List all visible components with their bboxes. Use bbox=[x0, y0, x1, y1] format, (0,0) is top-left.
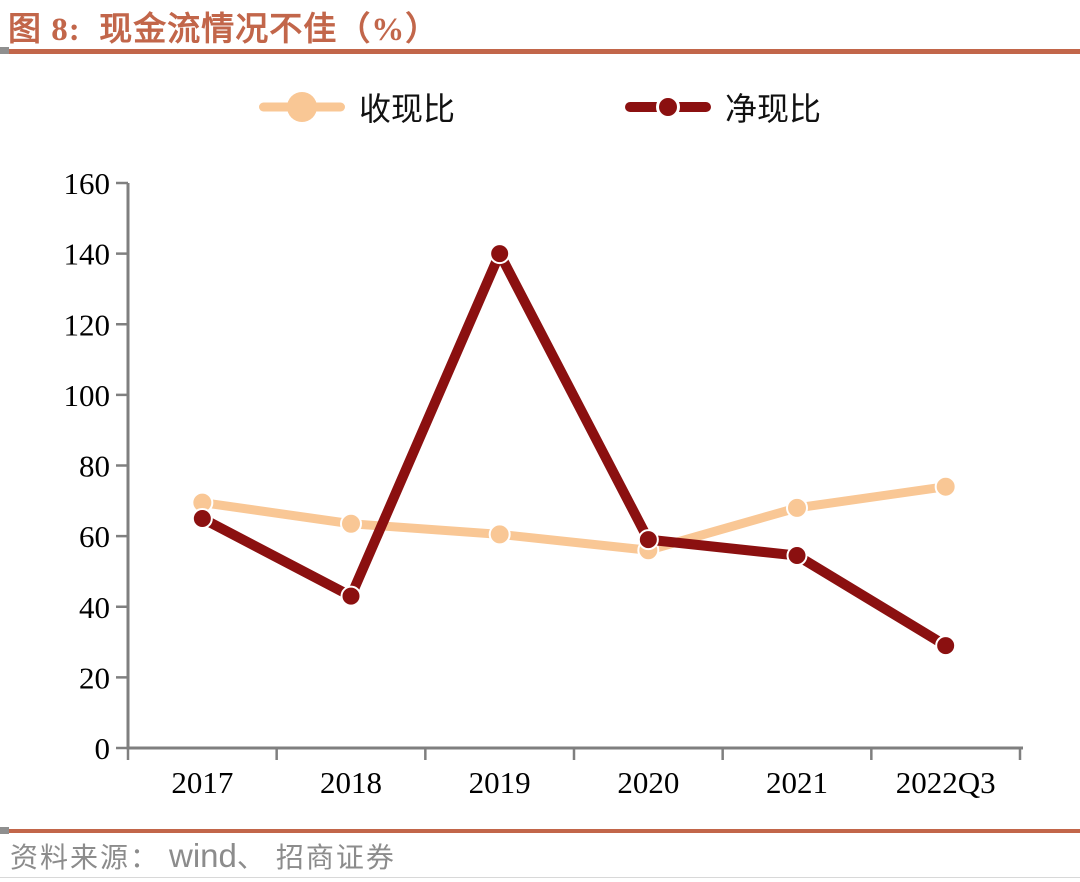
legend-label-series-1: 净现比 bbox=[725, 91, 822, 127]
legend-item-series-0: 收现比 bbox=[258, 84, 455, 130]
y-axis-tick-label: 140 bbox=[64, 237, 111, 272]
x-axis-category-label: 2020 bbox=[617, 765, 679, 800]
line-chart: 0 20 40 60 80 100 120 140 160 2017 2018 2019 2020 202… bbox=[64, 166, 1023, 800]
source-separator: 、 bbox=[236, 843, 276, 874]
series-1-marker bbox=[191, 507, 213, 529]
source-label: 资料来源： bbox=[10, 843, 170, 874]
y-axis-tick-label: 20 bbox=[79, 660, 110, 695]
legend-item-series-1: 净现比 bbox=[625, 84, 821, 130]
series-1-line bbox=[197, 248, 951, 651]
y-axis-tick-label: 80 bbox=[79, 449, 110, 484]
x-axis-category-label: 2019 bbox=[469, 765, 531, 800]
footer-rule bbox=[0, 827, 1080, 834]
page-bottom-hairline bbox=[0, 877, 1080, 878]
series-0-marker bbox=[934, 475, 957, 498]
legend-swatch-series-1 bbox=[625, 90, 711, 124]
legend-dot-marker-icon bbox=[656, 95, 680, 119]
y-axis-tick-label: 120 bbox=[64, 307, 111, 342]
title-underline-notch bbox=[0, 47, 9, 54]
y-axis-tick-label: 0 bbox=[95, 731, 111, 766]
y-axis-tick-label: 40 bbox=[79, 590, 110, 625]
series-0-marker bbox=[488, 523, 511, 546]
source-agency: 招商证券 bbox=[275, 843, 396, 874]
x-axis-category-label: 2018 bbox=[320, 765, 382, 800]
legend-swatch-series-0 bbox=[258, 90, 345, 124]
y-axis-tick-label: 60 bbox=[79, 519, 110, 554]
figure-title: 图 8: 现金流情况不佳（%） bbox=[8, 12, 440, 48]
series-1-marker bbox=[786, 545, 808, 567]
series-1-marker bbox=[340, 585, 362, 607]
series-0-marker bbox=[786, 496, 808, 519]
y-axis-tick-label: 100 bbox=[64, 378, 111, 413]
title-underline bbox=[0, 47, 1080, 54]
series-1-marker bbox=[935, 635, 957, 657]
legend-dot-marker-icon bbox=[286, 92, 317, 122]
series-0-marker bbox=[340, 512, 362, 535]
chart-legend: 收现比 净现比 bbox=[0, 84, 1080, 130]
legend-label-series-0: 收现比 bbox=[358, 91, 455, 127]
source-vendor: wind bbox=[169, 837, 237, 874]
y-axis-tick-label: 160 bbox=[64, 166, 111, 201]
x-axis-category-label: 2021 bbox=[766, 765, 828, 800]
series-1-marker bbox=[489, 243, 511, 265]
x-axis-category-label: 2022Q3 bbox=[896, 765, 996, 800]
chart-area: 0 20 40 60 80 100 120 140 160 2017 2018 2019 2020 202… bbox=[0, 155, 1080, 815]
footer-rule-notch bbox=[0, 827, 9, 834]
x-axis-category-label: 2017 bbox=[171, 765, 233, 800]
series-1-marker bbox=[637, 529, 659, 551]
series-0-line bbox=[197, 482, 951, 555]
source-note: 资料来源： wind、 招商证券 bbox=[10, 836, 396, 876]
